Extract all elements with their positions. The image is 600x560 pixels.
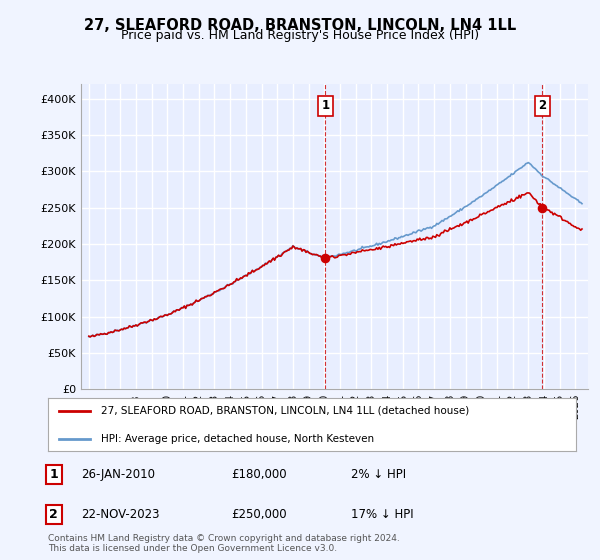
Text: 27, SLEAFORD ROAD, BRANSTON, LINCOLN, LN4 1LL: 27, SLEAFORD ROAD, BRANSTON, LINCOLN, LN… <box>84 18 516 33</box>
Text: 26-JAN-2010: 26-JAN-2010 <box>81 468 155 482</box>
Text: HPI: Average price, detached house, North Kesteven: HPI: Average price, detached house, Nort… <box>101 434 374 444</box>
Text: £180,000: £180,000 <box>231 468 287 482</box>
Text: Price paid vs. HM Land Registry's House Price Index (HPI): Price paid vs. HM Land Registry's House … <box>121 29 479 42</box>
Text: 17% ↓ HPI: 17% ↓ HPI <box>351 507 413 521</box>
Text: 27, SLEAFORD ROAD, BRANSTON, LINCOLN, LN4 1LL (detached house): 27, SLEAFORD ROAD, BRANSTON, LINCOLN, LN… <box>101 406 469 416</box>
Text: 1: 1 <box>322 99 329 113</box>
Text: 2: 2 <box>49 507 58 521</box>
Point <box>320 254 330 263</box>
Text: Contains HM Land Registry data © Crown copyright and database right 2024.
This d: Contains HM Land Registry data © Crown c… <box>48 534 400 553</box>
Text: 2% ↓ HPI: 2% ↓ HPI <box>351 468 406 482</box>
Text: 1: 1 <box>49 468 58 482</box>
Text: 22-NOV-2023: 22-NOV-2023 <box>81 507 160 521</box>
Point <box>538 203 547 212</box>
Text: 2: 2 <box>538 99 547 113</box>
Text: £250,000: £250,000 <box>231 507 287 521</box>
